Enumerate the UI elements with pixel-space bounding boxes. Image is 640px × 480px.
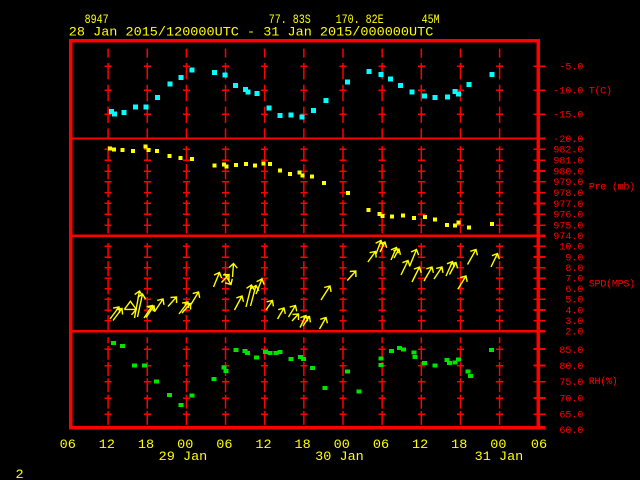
svg-text:00: 00 [177, 437, 193, 452]
svg-text:-15.0: -15.0 [553, 111, 583, 122]
svg-text:8.0: 8.0 [565, 264, 583, 275]
svg-text:978.0: 978.0 [553, 189, 583, 200]
svg-text:982.0: 982.0 [553, 146, 583, 157]
svg-text:T(C): T(C) [589, 86, 612, 98]
svg-text:974.0: 974.0 [553, 232, 583, 243]
svg-text:981.0: 981.0 [553, 157, 583, 168]
svg-text:31 Jan: 31 Jan [475, 449, 524, 464]
svg-text:60.0: 60.0 [559, 426, 583, 437]
svg-text:170. 82E: 170. 82E [336, 12, 384, 27]
svg-text:7.0: 7.0 [565, 275, 583, 286]
svg-text:2: 2 [16, 467, 24, 480]
svg-text:976.0: 976.0 [553, 211, 583, 222]
svg-text:30 Jan: 30 Jan [315, 449, 364, 464]
svg-text:3.0: 3.0 [565, 317, 583, 328]
svg-text:SPD(MPS): SPD(MPS) [589, 278, 635, 290]
svg-text:65.0: 65.0 [559, 411, 583, 422]
svg-text:85.0: 85.0 [559, 346, 583, 357]
svg-text:12: 12 [99, 437, 115, 452]
svg-text:980.0: 980.0 [553, 167, 583, 178]
svg-text:977.0: 977.0 [553, 200, 583, 211]
svg-text:18: 18 [295, 437, 311, 452]
svg-text:18: 18 [138, 437, 154, 452]
svg-text:975.0: 975.0 [553, 221, 583, 232]
svg-text:00: 00 [334, 437, 350, 452]
svg-text:29 Jan: 29 Jan [159, 449, 208, 464]
svg-text:-5.0: -5.0 [559, 63, 583, 74]
svg-text:18: 18 [451, 437, 467, 452]
svg-text:70.0: 70.0 [559, 394, 583, 405]
svg-text:9.0: 9.0 [565, 253, 583, 264]
svg-text:06: 06 [531, 437, 547, 452]
svg-text:2.0: 2.0 [565, 328, 583, 339]
svg-text:75.0: 75.0 [559, 378, 583, 389]
svg-text:979.0: 979.0 [553, 178, 583, 189]
svg-text:12: 12 [412, 437, 428, 452]
svg-text:8947: 8947 [85, 12, 109, 27]
svg-text:4.0: 4.0 [565, 306, 583, 317]
svg-text:10.0: 10.0 [559, 243, 583, 254]
svg-text:00: 00 [490, 437, 506, 452]
svg-text:12: 12 [255, 437, 271, 452]
svg-text:6.0: 6.0 [565, 285, 583, 296]
svg-text:-20.0: -20.0 [553, 135, 583, 146]
svg-text:5.0: 5.0 [565, 296, 583, 307]
svg-text:28 Jan 2015/120000UTC - 31 Jan: 28 Jan 2015/120000UTC - 31 Jan 2015/0000… [69, 25, 434, 40]
svg-text:45M: 45M [422, 12, 440, 27]
svg-text:06: 06 [60, 437, 76, 452]
svg-text:06: 06 [216, 437, 232, 452]
svg-text:80.0: 80.0 [559, 362, 583, 373]
svg-text:Pre (mb): Pre (mb) [589, 182, 635, 194]
svg-text:-10.0: -10.0 [553, 87, 583, 98]
svg-text:RH(%): RH(%) [589, 376, 618, 388]
svg-text:77. 83S: 77. 83S [269, 12, 311, 27]
svg-text:06: 06 [373, 437, 389, 452]
